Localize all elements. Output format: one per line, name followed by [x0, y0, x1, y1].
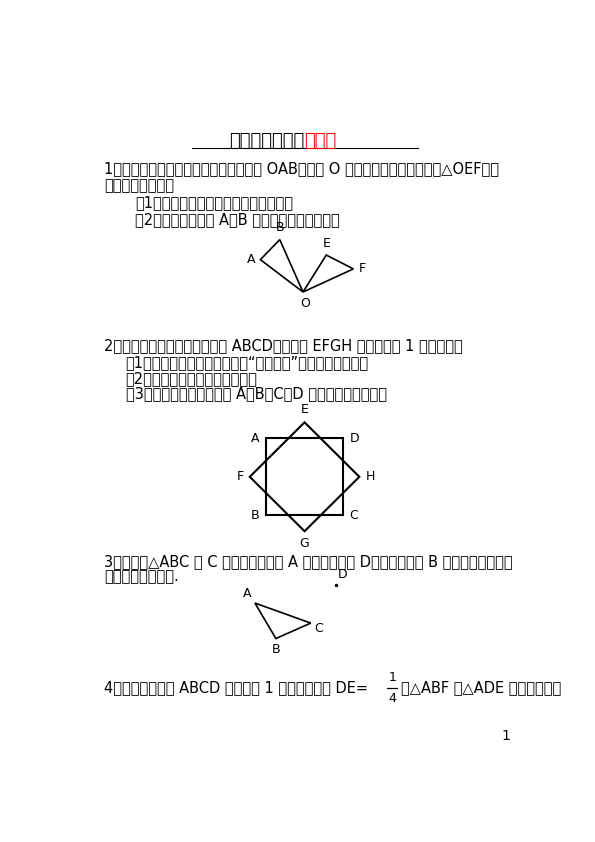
Text: （1）旋转中心是什么？旋转角是什么？: （1）旋转中心是什么？旋转角是什么？	[135, 195, 293, 210]
Text: O: O	[300, 297, 310, 311]
Text: 3．如图，△ABC 绕 C 点旋转后，顶点 A 的对应点为点 D，试确定顶点 B 对应点的位置，以: 3．如图，△ABC 绕 C 点旋转后，顶点 A 的对应点为点 D，试确定顶点 B…	[104, 554, 512, 569]
Text: 2．（学生活动）如图，四边形 ABCD、四边形 EFGH 都是边长为 1 的正方形．: 2．（学生活动）如图，四边形 ABCD、四边形 EFGH 都是边长为 1 的正方…	[104, 338, 462, 354]
Text: C: C	[349, 509, 358, 522]
Text: ，△ABF 是△ADE 的旋转图形．: ，△ABF 是△ADE 的旋转图形．	[402, 680, 562, 695]
Text: B: B	[275, 221, 284, 234]
Text: 1: 1	[502, 729, 511, 743]
Text: （2）请画出旋转中心和旋转角．: （2）请画出旋转中心和旋转角．	[126, 370, 258, 386]
Text: E: E	[300, 403, 308, 416]
Text: （2）经过旋转，点 A、B 分别移动到什么位置？: （2）经过旋转，点 A、B 分别移动到什么位置？	[135, 212, 340, 227]
Text: A: A	[243, 587, 252, 600]
Text: F: F	[236, 471, 243, 483]
Text: （3）指出，经过旋转，点 A、B、C、D 分别移到什么位置？: （3）指出，经过旋转，点 A、B、C、D 分别移到什么位置？	[126, 386, 387, 401]
Text: 图形的旋转练习: 图形的旋转练习	[229, 132, 305, 150]
Text: B: B	[251, 509, 259, 522]
Text: 4．如图，四边形 ABCD 是边长为 1 的正方形，且 DE=: 4．如图，四边形 ABCD 是边长为 1 的正方形，且 DE=	[104, 680, 368, 695]
Text: A: A	[246, 253, 255, 266]
Text: E: E	[322, 237, 330, 249]
Text: 1．如图，如果把钟表的指针看做三角形 OAB，它绕 O 点按逆时针方向旋转得到△OEF，在: 1．如图，如果把钟表的指针看做三角形 OAB，它绕 O 点按逆时针方向旋转得到△…	[104, 162, 499, 176]
Text: G: G	[300, 537, 309, 551]
Text: 这个旋转过程中：: 这个旋转过程中：	[104, 179, 174, 194]
Text: D: D	[338, 568, 347, 581]
Text: H: H	[365, 471, 375, 483]
Text: D: D	[349, 432, 359, 445]
Text: 4: 4	[388, 691, 396, 705]
Text: （1）这个图案可以看做是哪个“基本图案”通过旋转得到的？: （1）这个图案可以看做是哪个“基本图案”通过旋转得到的？	[126, 355, 369, 370]
Text: 1: 1	[388, 671, 396, 684]
Text: F: F	[359, 263, 366, 275]
Text: C: C	[314, 621, 322, 635]
Text: A: A	[251, 432, 259, 445]
Text: B: B	[271, 643, 280, 656]
Text: 附答案: 附答案	[305, 132, 337, 150]
Text: 及旋转后的三角形.: 及旋转后的三角形.	[104, 569, 178, 584]
